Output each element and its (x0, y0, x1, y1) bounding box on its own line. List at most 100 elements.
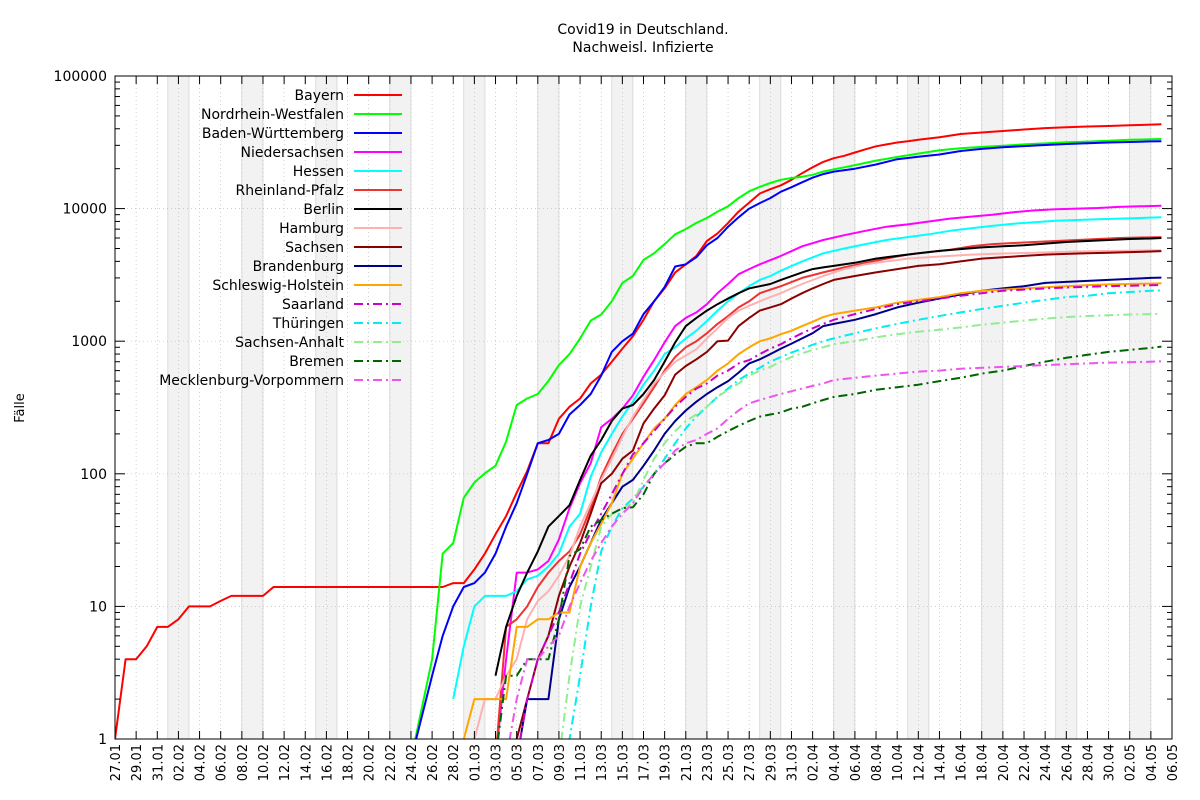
x-tick-label: 06.04 (849, 744, 864, 781)
legend-label: Mecklenburg-Vorpommern (159, 373, 344, 389)
x-tick-label: 01.03 (468, 744, 483, 781)
series-line (497, 345, 1162, 739)
series-line (415, 140, 1162, 739)
x-tick-label: 14.04 (933, 744, 948, 781)
weekend-band (463, 75, 486, 740)
x-tick-label: 23.03 (701, 744, 716, 781)
x-tick-label: 15.03 (616, 744, 631, 781)
x-tick-label: 29.03 (764, 744, 779, 781)
series-line (414, 138, 1162, 739)
y-tick-label: 1 (98, 732, 107, 748)
x-tick-label: 09.03 (553, 744, 568, 781)
x-tick-label: 08.04 (870, 744, 885, 781)
x-tick-label: 19.03 (659, 744, 674, 781)
x-tick-label: 20.02 (363, 744, 378, 781)
legend-label: Niedersachsen (241, 145, 344, 161)
weekend-shading (167, 75, 1152, 740)
x-tick-label: 07.03 (532, 744, 547, 781)
legend-label: Sachsen (285, 240, 344, 256)
series-line (462, 282, 1162, 739)
legend-label: Thüringen (272, 316, 344, 332)
x-tick-label: 27.03 (743, 744, 758, 781)
legend-label: Nordrhein-Westfalen (201, 107, 344, 123)
legend-label: Berlin (303, 202, 344, 218)
x-tick-label: 10.04 (891, 744, 906, 781)
x-tick-label: 12.04 (912, 744, 927, 781)
weekend-band (1129, 75, 1152, 740)
series-line (115, 123, 1162, 739)
x-tick-label: 26.04 (1060, 744, 1075, 781)
series-line (519, 284, 1162, 739)
x-tick-label: 20.04 (997, 744, 1012, 781)
series-line (508, 360, 1162, 739)
x-tick-label: 17.03 (638, 744, 653, 781)
plot-frame (114, 75, 1173, 740)
series-line (473, 249, 1162, 739)
legend-label: Hamburg (279, 221, 344, 237)
series-line (568, 289, 1162, 739)
legend-label: Hessen (293, 164, 344, 180)
x-tick-label: 28.04 (1081, 744, 1096, 781)
x-tick-label: 02.04 (807, 744, 822, 781)
legend-label: Baden-Württemberg (202, 126, 344, 142)
x-tick-label: 10.02 (257, 744, 272, 781)
y-tick-label: 10000 (62, 202, 107, 218)
chart-title: Covid19 in Deutschland. (557, 22, 728, 38)
y-axis-label: Fälle (13, 393, 28, 422)
weekend-band (833, 75, 856, 740)
y-tick-label: 100 (80, 467, 107, 483)
x-tick-label: 26.02 (426, 744, 441, 781)
weekend-band (907, 75, 930, 740)
x-tick-label: 04.05 (1145, 744, 1160, 781)
x-tick-label: 28.02 (447, 744, 462, 781)
weekend-band (241, 75, 264, 740)
y-tick-label: 10 (89, 599, 107, 615)
x-tick-label: 16.04 (955, 744, 970, 781)
x-tick-label: 25.03 (722, 744, 737, 781)
x-tick-label: 05.03 (511, 744, 526, 781)
x-tick-label: 11.03 (574, 744, 589, 781)
series-line (519, 276, 1162, 739)
x-tick-label: 06.05 (1166, 744, 1181, 781)
x-tick-label: 16.02 (320, 744, 335, 781)
legend-label: Saarland (282, 297, 344, 313)
legend-label: Rheinland-Pfalz (236, 183, 344, 199)
x-tick-label: 30.04 (1103, 744, 1118, 781)
x-tick-label: 27.01 (109, 744, 124, 781)
series-lines (115, 123, 1162, 739)
weekend-band (981, 75, 1004, 740)
series-line (515, 250, 1162, 739)
series-line (452, 216, 1162, 700)
x-tick-label: 04.02 (194, 744, 209, 781)
x-tick-label: 04.04 (828, 744, 843, 781)
x-tick-label: 31.03 (785, 744, 800, 781)
x-tick-label: 29.01 (130, 744, 145, 781)
x-tick-label: 21.03 (680, 744, 695, 781)
x-tick-label: 24.02 (405, 744, 420, 781)
weekend-band (759, 75, 782, 740)
series-line (560, 312, 1162, 739)
y-axis-ticks: 1 10 100 1000 10000 100000 (54, 69, 1172, 748)
x-tick-label: 22.04 (1018, 744, 1033, 781)
y-tick-label: 100000 (54, 69, 107, 85)
x-tick-label: 14.02 (299, 744, 314, 781)
y-tick-label: 1000 (71, 334, 107, 350)
x-axis-ticks: 27.01 29.01 31.01 02.02 04.02 06.02 08.02 10.02… (109, 76, 1181, 781)
series-line (496, 204, 1162, 739)
x-tick-label: 06.02 (215, 744, 230, 781)
x-tick-label: 31.01 (151, 744, 166, 781)
x-tick-label: 02.02 (172, 744, 187, 781)
series-line (494, 237, 1162, 676)
x-tick-label: 22.02 (384, 744, 399, 781)
x-tick-label: 18.02 (342, 744, 357, 781)
weekend-band (167, 75, 190, 740)
x-tick-label: 13.03 (595, 744, 610, 781)
x-tick-label: 03.03 (490, 744, 505, 781)
legend-label: Schleswig-Holstein (212, 278, 344, 294)
weekend-band (389, 75, 412, 740)
legend-label: Bayern (295, 88, 344, 104)
legend-label: Bremen (289, 354, 344, 370)
weekend-band (1055, 75, 1078, 740)
legend-label: Brandenburg (253, 259, 344, 275)
